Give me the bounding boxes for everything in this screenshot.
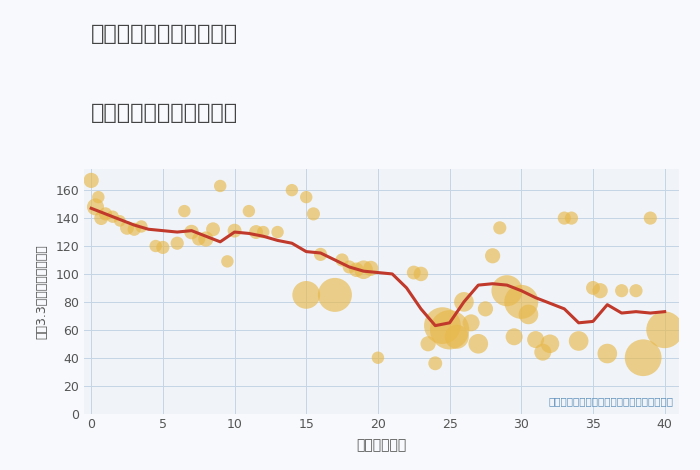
Point [129,226,140,233]
Point [473,340,484,347]
Point [437,322,448,329]
Point [494,224,505,232]
Point [229,227,240,235]
Point [587,284,598,292]
Point [659,326,671,334]
Point [222,258,233,265]
Point [158,243,169,251]
Point [244,207,255,215]
Point [329,291,340,298]
Point [602,350,613,357]
Point [559,214,570,222]
Point [186,228,197,236]
Point [487,252,498,259]
Point [344,263,355,271]
Point [286,187,297,194]
Point [251,228,262,236]
Point [523,311,534,318]
Point [92,193,104,201]
Point [200,235,211,243]
Point [193,235,204,243]
Point [272,228,284,236]
Point [365,265,377,272]
Point [631,287,642,295]
Point [423,340,434,347]
Text: 円の大きさは、取引のあった物件面積を示す: 円の大きさは、取引のあった物件面積を示す [548,396,673,406]
Point [300,291,312,298]
Point [545,340,556,347]
Y-axis label: 坪（3.3㎡）単価（万円）: 坪（3.3㎡）単価（万円） [35,244,48,339]
Point [308,210,319,218]
Point [444,326,455,334]
Point [358,266,369,274]
Text: 築年数別中古戸建て価格: 築年数別中古戸建て価格 [91,103,238,124]
Point [178,207,190,215]
Point [207,226,218,233]
Point [300,193,312,201]
Point [616,287,627,295]
Point [458,298,470,306]
Point [96,214,107,222]
Point [215,182,226,190]
Point [573,337,584,345]
Point [258,228,269,236]
Point [480,305,491,313]
Point [537,348,548,356]
Point [90,203,101,211]
Point [121,224,132,232]
Text: 福岡県福岡市南区大楠の: 福岡県福岡市南区大楠の [91,24,238,44]
Point [337,256,348,264]
Point [501,287,512,295]
Point [351,266,362,274]
Point [638,354,649,361]
Point [645,214,656,222]
Point [85,177,97,184]
Point [114,217,125,225]
Point [516,298,527,306]
Point [150,242,161,250]
Point [415,270,426,278]
Point [408,269,419,276]
Point [566,214,577,222]
Point [172,239,183,247]
Point [136,223,147,230]
Point [466,319,477,327]
Point [430,360,441,367]
Point [100,210,111,218]
Point [508,333,519,341]
Point [594,287,606,295]
Point [372,354,384,361]
Point [452,333,463,341]
Point [315,251,326,258]
X-axis label: 築年数（年）: 築年数（年） [356,439,407,453]
Point [530,336,541,344]
Point [107,213,118,220]
